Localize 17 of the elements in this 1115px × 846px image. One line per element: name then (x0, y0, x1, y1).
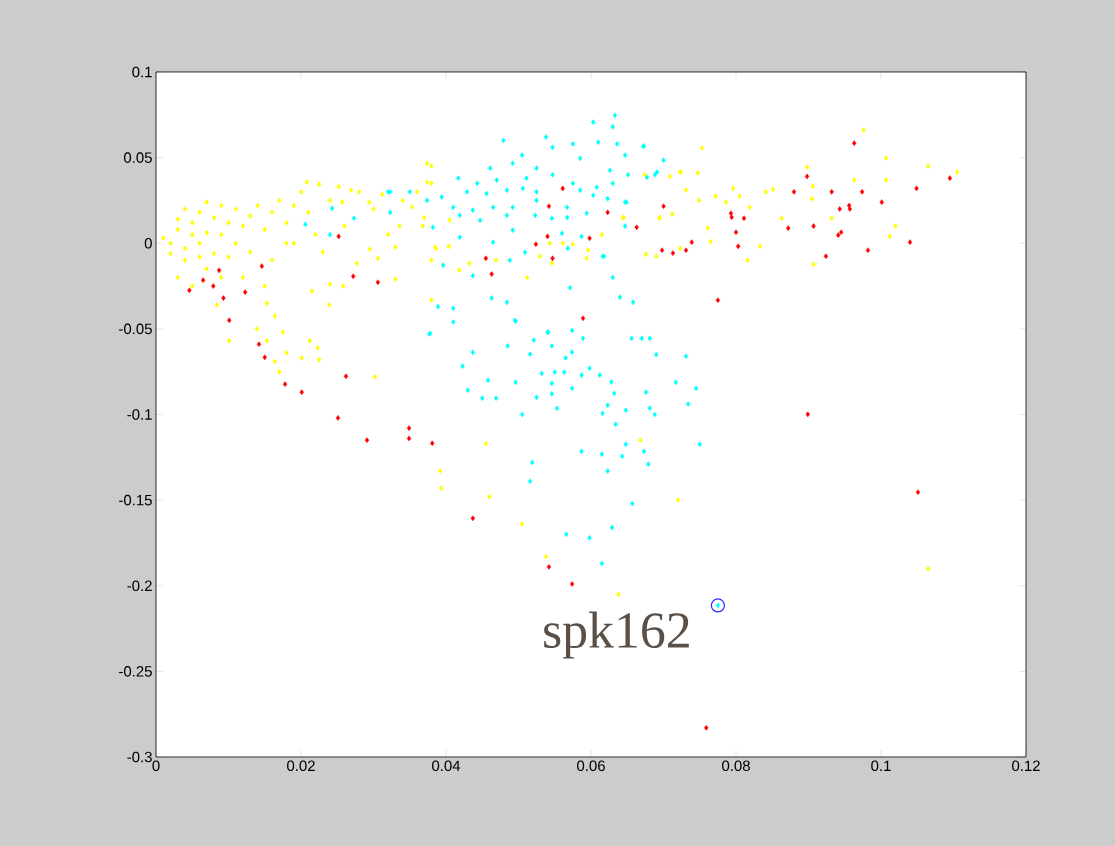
x-tick-label: 0.08 (722, 760, 750, 772)
y-tick-label: -0.05 (119, 323, 152, 335)
y-tick-label: -0.15 (119, 494, 152, 506)
y-tick-label: -0.2 (127, 580, 152, 592)
x-tick-label: 0.12 (1012, 760, 1040, 772)
y-tick-label: 0.1 (132, 66, 152, 78)
x-tick-label: 0.04 (432, 760, 461, 772)
y-tick-label: 0.05 (123, 152, 152, 163)
annotation: spk162 (544, 611, 689, 659)
x-tick-label: 0.02 (287, 760, 315, 772)
y-tick-label: -0.25 (119, 666, 152, 677)
x-tick-label: 0.06 (577, 760, 605, 772)
x-tick-label: 0.1 (871, 760, 891, 772)
y-tick-label: -0.3 (127, 751, 152, 763)
x-tick-label: 0 (152, 760, 160, 772)
y-tick-label: 0 (144, 237, 152, 249)
y-tick-label: -0.1 (127, 409, 152, 420)
